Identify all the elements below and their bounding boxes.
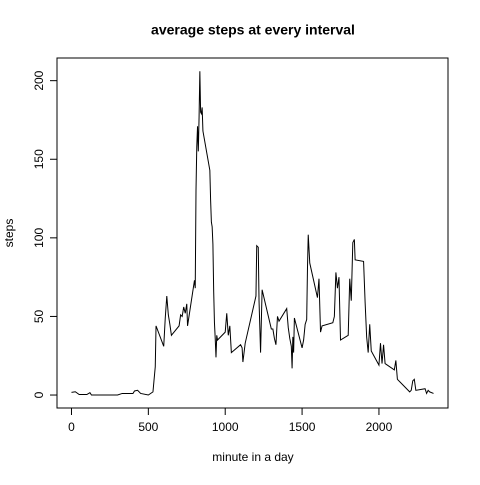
y-tick-label: 50	[32, 309, 46, 323]
x-tick-label: 2000	[366, 420, 393, 434]
x-axis-label: minute in a day	[212, 450, 293, 464]
y-tick-label: 100	[32, 228, 46, 248]
y-axis-label: steps	[2, 219, 16, 248]
x-tick-label: 1000	[212, 420, 239, 434]
data-line	[71, 71, 434, 396]
x-tick-label: 500	[138, 420, 158, 434]
y-tick-label: 150	[32, 149, 46, 169]
chart-title: average steps at every interval	[151, 22, 355, 38]
x-tick-label: 0	[68, 420, 75, 434]
y-tick-label: 0	[32, 391, 46, 398]
x-tick-label: 1500	[289, 420, 316, 434]
y-tick-label: 200	[32, 70, 46, 90]
